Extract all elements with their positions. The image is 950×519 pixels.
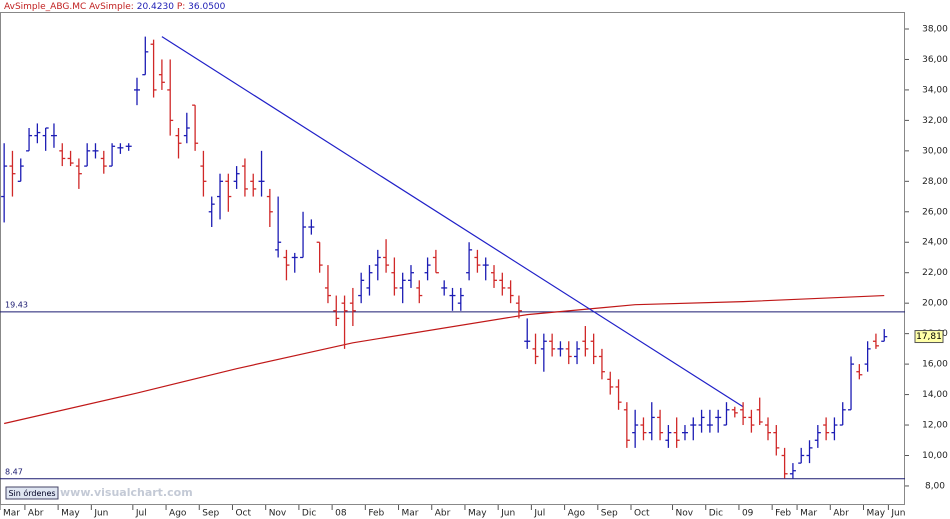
- x-tick-label: Jul: [533, 509, 545, 519]
- y-tick-label: 14,00: [922, 390, 948, 400]
- x-tick-label: Dic: [302, 509, 316, 519]
- trendline: [161, 36, 744, 408]
- x-tick-label: Dic: [709, 509, 723, 519]
- y-tick-label: 32,00: [922, 116, 948, 126]
- header: AvSimple_ABG.MC AvSimple: 20.4230 P: 36.…: [4, 2, 226, 12]
- y-tick-label: 8,00: [925, 481, 945, 491]
- y-tick-label: 38,00: [922, 24, 948, 34]
- horizontal-line-label: 19.43: [5, 300, 28, 309]
- x-tick-label: Abr: [28, 509, 44, 519]
- x-tick-label: Ago: [568, 509, 586, 519]
- x-tick-label: Abr: [833, 509, 849, 519]
- y-tick-label: 16,00: [922, 360, 948, 370]
- y-tick-label: 36,00: [922, 55, 948, 65]
- y-tick-label: 20,00: [922, 299, 948, 309]
- indicator-label: AvSimple:: [89, 2, 134, 12]
- x-tick-label: Feb: [775, 509, 791, 519]
- orders-button-label[interactable]: Sin órdenes: [8, 488, 55, 498]
- y-tick-label: 34,00: [922, 85, 948, 95]
- x-tick-label: Nov: [676, 509, 694, 519]
- x-tick-label: Mar: [402, 509, 419, 519]
- x-tick-label: Sep: [601, 509, 618, 519]
- y-tick-label: 28,00: [922, 177, 948, 187]
- x-tick-label: Jul: [135, 509, 147, 519]
- last-price-label: 17,81: [916, 332, 942, 342]
- price-label: P:: [177, 2, 185, 12]
- x-tick-label: Jun: [500, 509, 515, 519]
- y-tick-label: 12,00: [922, 421, 948, 431]
- moving-average: [4, 294, 885, 425]
- x-tick-label: 08: [335, 509, 347, 519]
- x-tick-label: Feb: [368, 509, 384, 519]
- x-tick-label: May: [866, 509, 885, 519]
- orders-button[interactable]: [5, 486, 59, 500]
- plot-layer: 8,0010,0012,0014,0016,0018,0020,0022,002…: [0, 24, 948, 519]
- x-tick-label: Jun: [93, 509, 108, 519]
- y-tick-label: 24,00: [922, 238, 948, 248]
- x-tick-label: Abr: [435, 509, 451, 519]
- y-tick-label: 10,00: [922, 451, 948, 461]
- y-tick-label: 22,00: [922, 268, 948, 278]
- indicator-value: 20.4230: [137, 2, 174, 12]
- x-tick-label: Jun: [890, 509, 905, 519]
- x-tick-label: Ago: [169, 509, 187, 519]
- x-tick-label: May: [468, 509, 487, 519]
- symbol: AvSimple_ABG.MC: [4, 2, 86, 12]
- x-tick-label: Nov: [269, 509, 287, 519]
- y-tick-label: 26,00: [922, 207, 948, 217]
- x-tick-label: 09: [742, 509, 754, 519]
- x-tick-label: Sep: [202, 509, 219, 519]
- last-price-box: [914, 330, 944, 344]
- price-value: 36.0500: [188, 2, 225, 12]
- watermark: www.visualchart.com: [60, 486, 193, 499]
- x-tick-label: Oct: [634, 509, 650, 519]
- x-tick-label: Oct: [235, 509, 251, 519]
- x-tick-label: Mar: [3, 509, 20, 519]
- y-tick-label: 30,00: [922, 146, 948, 156]
- x-tick-label: Mar: [800, 509, 817, 519]
- horizontal-line-label: 8.47: [5, 467, 23, 476]
- x-tick-label: May: [61, 509, 80, 519]
- plot-frame: [0, 12, 905, 505]
